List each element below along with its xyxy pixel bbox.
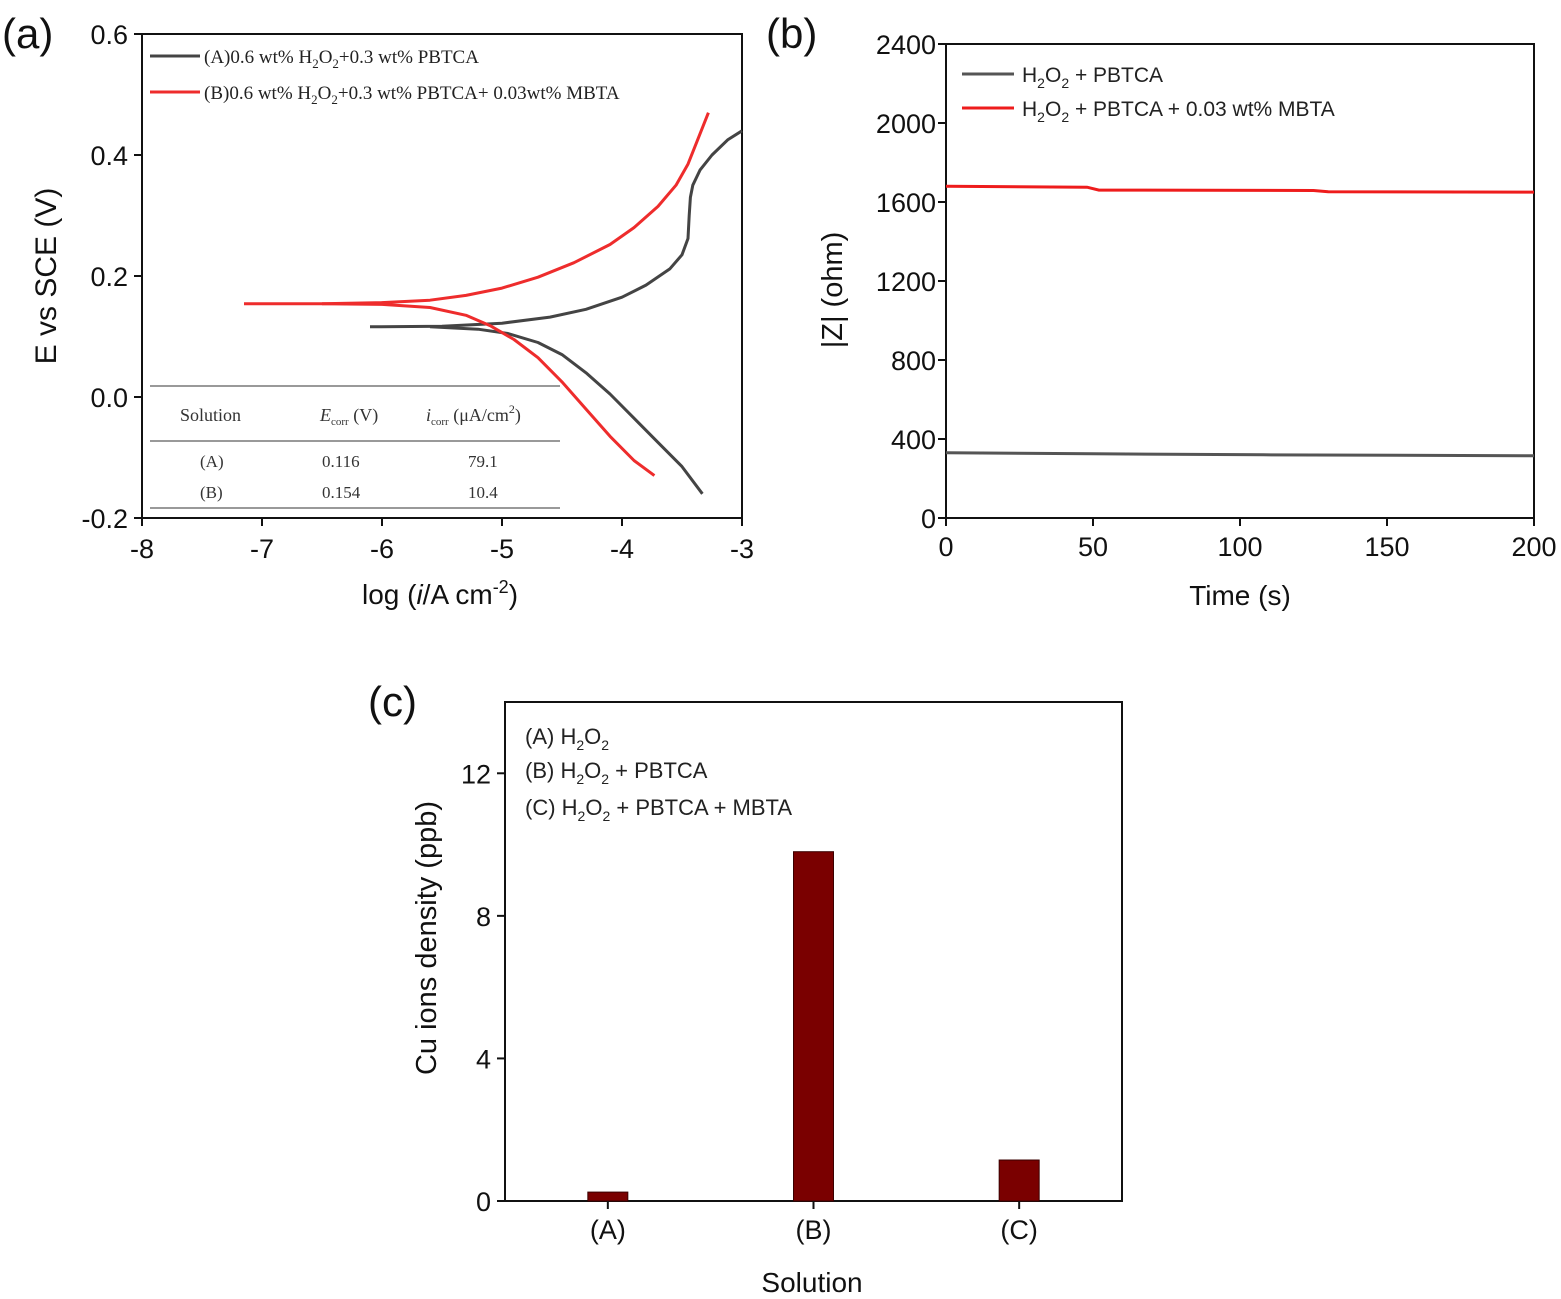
panel-c-x-axis-title: Solution	[761, 1267, 862, 1298]
x-tick-label: -5	[490, 534, 514, 564]
panel-a-x-ticks: -8 -7 -6 -5 -4 -3	[130, 518, 754, 564]
legend-label-c2: (B) H2O2 + PBTCA	[525, 758, 708, 787]
panel-a-label: (a)	[2, 10, 53, 57]
y-tick-label: 2000	[876, 109, 936, 139]
panel-b-series	[945, 184, 1535, 458]
panel-b-y-axis-title: |Z| (ohm)	[817, 232, 849, 349]
y-tick-label: 0.0	[90, 383, 128, 413]
x-tick-label: (A)	[590, 1215, 626, 1245]
series-line-a-cathodic	[429, 325, 704, 495]
panel-a-series	[244, 112, 743, 495]
legend-label-c1: (A) H2O2	[525, 724, 609, 753]
panel-c-y-ticks: 0 4 8 12	[461, 759, 505, 1217]
y-tick-label: 800	[891, 346, 936, 376]
y-tick-label: 0	[921, 504, 936, 534]
panel-c-bars	[587, 851, 1040, 1202]
panel-b-label: (b)	[766, 10, 817, 57]
y-tick-label: 0.6	[90, 20, 128, 50]
table-cell: (A)	[200, 452, 224, 471]
x-tick-label: -8	[130, 534, 154, 564]
x-tick-label: -7	[250, 534, 274, 564]
panel-a: (a) -8 -7 -6 -5 -4 -3 -0.2 0.0 0.2 0.4 0.6 (A)0.6…	[2, 10, 754, 610]
panel-a-x-axis-title: log (i/A cm-2)	[362, 577, 518, 610]
x-tick-label: 50	[1078, 532, 1108, 562]
y-tick-label: 0	[476, 1187, 491, 1217]
legend-label-a1: (A)0.6 wt% H2O2+0.3 wt% PBTCA	[204, 47, 479, 71]
bar-0	[587, 1191, 629, 1202]
y-tick-label: 1600	[876, 188, 936, 218]
legend-label-c3: (C) H2O2 + PBTCA + MBTA	[525, 795, 792, 824]
series-line-2	[945, 184, 1535, 194]
bar-1	[793, 851, 834, 1202]
y-tick-label: 0.4	[90, 141, 128, 171]
legend-label-b1: H2O2 + PBTCA	[1022, 64, 1163, 91]
y-tick-label: 8	[476, 902, 491, 932]
panel-a-inset-table: Solution Ecorr (V) icorr (μA/cm2) (A) 0.…	[150, 385, 560, 509]
x-tick-label: -3	[730, 534, 754, 564]
bar-2	[998, 1159, 1040, 1202]
panel-b-x-axis-title: Time (s)	[1189, 580, 1291, 611]
table-header-ecorr: Ecorr (V)	[319, 405, 378, 428]
table-cell: 79.1	[468, 452, 498, 471]
x-tick-label: -6	[370, 534, 394, 564]
panel-c-label: (c)	[368, 678, 417, 725]
panel-c-y-axis-title: Cu ions density (ppb)	[411, 801, 443, 1075]
table-cell: 0.116	[322, 452, 360, 471]
y-tick-label: 0.2	[90, 262, 128, 292]
panel-c-x-ticks: (A) (B) (C)	[590, 1201, 1038, 1245]
y-tick-label: 4	[476, 1044, 491, 1074]
panel-a-frame	[141, 33, 743, 519]
panel-c-legend: (A) H2O2 (B) H2O2 + PBTCA (C) H2O2 + PBT…	[525, 724, 792, 824]
series-line-1	[945, 451, 1535, 458]
table-header-solution: Solution	[180, 405, 241, 425]
panel-a-y-ticks: -0.2 0.0 0.2 0.4 0.6	[81, 20, 142, 534]
panel-c: (c) 0 4 8 12 (A) (B) (C) (A) H2O2 (B) H2O2 + …	[368, 678, 1123, 1298]
panel-b-legend: H2O2 + PBTCA H2O2 + PBTCA + 0.03 wt% MBT…	[962, 64, 1335, 125]
table-cell: 10.4	[468, 483, 498, 502]
y-tick-label: -0.2	[81, 504, 128, 534]
y-tick-label: 400	[891, 425, 936, 455]
legend-label-a2: (B)0.6 wt% H2O2+0.3 wt% PBTCA+ 0.03wt% M…	[204, 83, 620, 107]
x-tick-label: (C)	[1000, 1215, 1037, 1245]
x-tick-label: 100	[1217, 532, 1262, 562]
x-tick-label: 150	[1364, 532, 1409, 562]
series-line-b-cathodic	[321, 302, 656, 477]
x-tick-label: 200	[1511, 532, 1556, 562]
y-tick-label: 12	[461, 759, 491, 789]
x-tick-label: -4	[610, 534, 634, 564]
panel-b: (b) 0 50 100 150 200 0 400 800 1200 1600 2000 2400…	[766, 10, 1557, 611]
x-tick-label: 0	[938, 532, 953, 562]
panel-a-legend: (A)0.6 wt% H2O2+0.3 wt% PBTCA (B)0.6 wt%…	[150, 47, 620, 107]
table-cell: (B)	[200, 483, 223, 502]
panel-b-x-ticks: 0 50 100 150 200	[938, 518, 1557, 562]
legend-label-b2: H2O2 + PBTCA + 0.03 wt% MBTA	[1022, 98, 1335, 125]
table-header-icorr: icorr (μA/cm2)	[426, 402, 521, 428]
x-tick-label: (B)	[796, 1215, 832, 1245]
panel-b-y-ticks: 0 400 800 1200 1600 2000 2400	[876, 30, 946, 534]
y-tick-label: 2400	[876, 30, 936, 60]
panel-a-y-axis-title: E vs SCE (V)	[30, 188, 63, 365]
y-tick-label: 1200	[876, 267, 936, 297]
series-line-a-anodic	[369, 129, 743, 329]
table-cell: 0.154	[322, 483, 361, 502]
series-line-b-anodic	[244, 112, 710, 306]
